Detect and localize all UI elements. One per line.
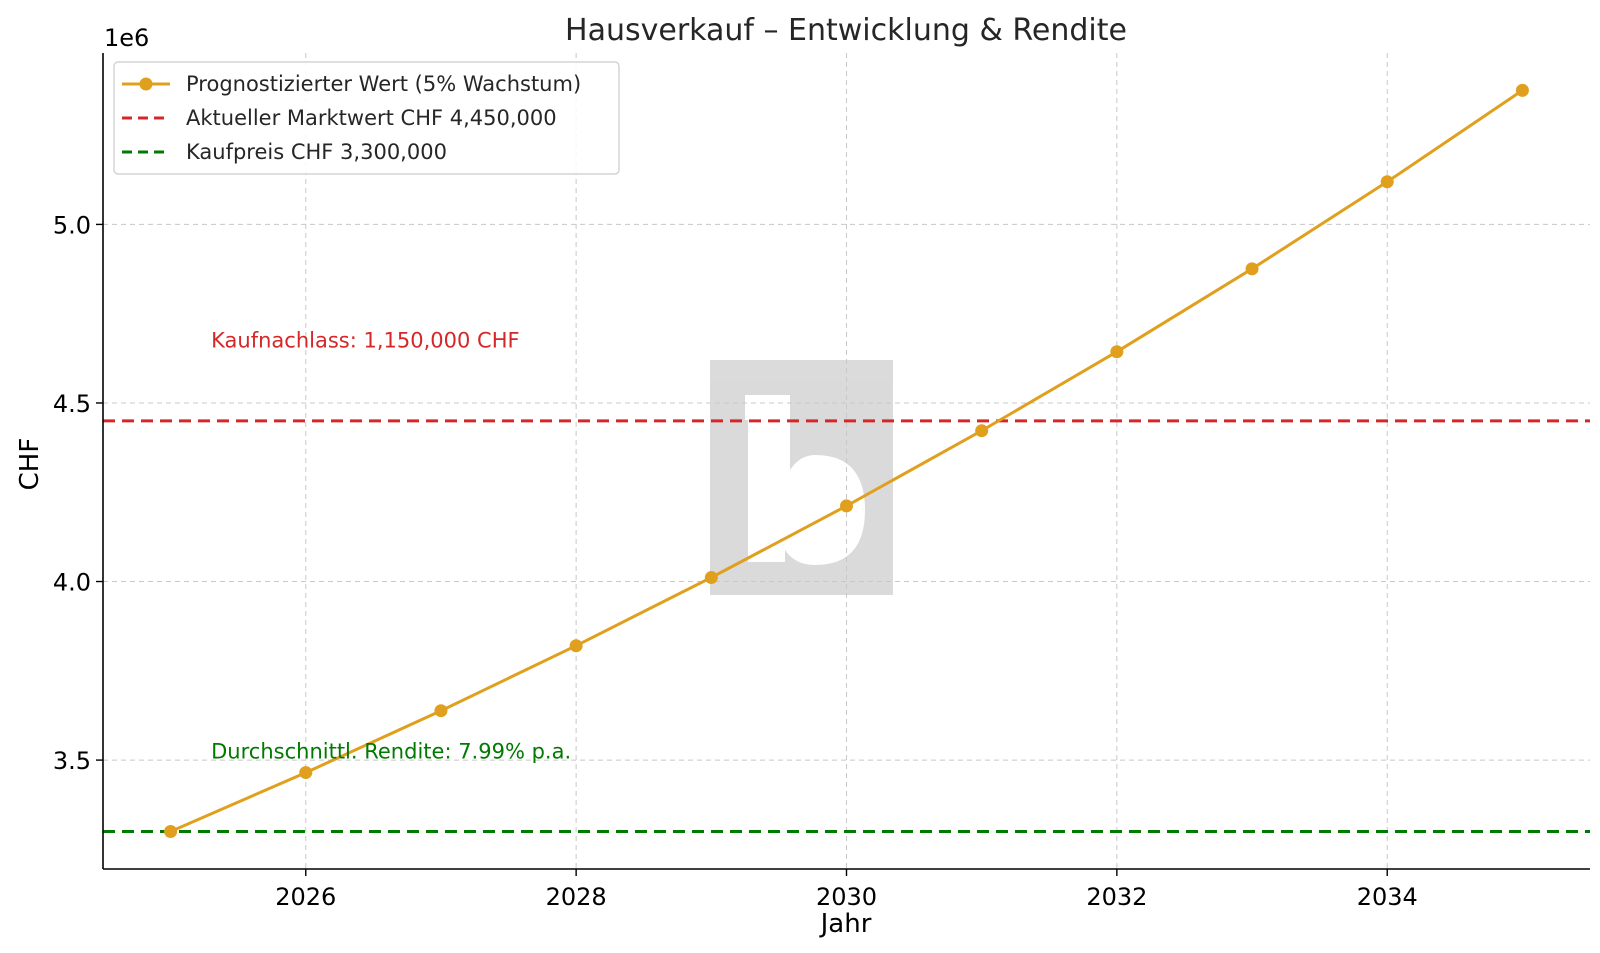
- discount-annotation: Kaufnachlass: 1,150,000 CHF: [211, 329, 519, 353]
- grid: [103, 53, 1590, 869]
- legend-marker-forecast: [139, 77, 153, 91]
- forecast-point: [569, 639, 583, 653]
- y-tick-label: 3.5: [53, 747, 91, 775]
- x-ticks: 2026 2028 2030 2032 2034: [275, 869, 1418, 911]
- reference-lines: [103, 419, 1590, 834]
- x-tick-label: 2030: [816, 883, 877, 911]
- forecast-point: [1245, 262, 1259, 276]
- y-tick-label: 4.5: [53, 390, 91, 418]
- x-tick-label: 2026: [275, 883, 336, 911]
- forecast-point: [1515, 83, 1529, 97]
- y-axis-title: CHF: [15, 438, 45, 491]
- y-ticks: 3.5 4.0 4.5 5.0: [53, 211, 103, 775]
- legend: Prognostizierter Wert (5% Wachstum) Aktu…: [113, 61, 620, 175]
- forecast-point: [975, 424, 989, 438]
- x-tick-label: 2028: [546, 883, 607, 911]
- x-axis-title: Jahr: [819, 909, 872, 939]
- annotations: Kaufnachlass: 1,150,000 CHF Durchschnittl…: [211, 329, 571, 764]
- watermark-logo: [710, 360, 893, 595]
- y-tick-label: 4.0: [53, 569, 91, 597]
- forecast-point: [434, 704, 448, 718]
- x-tick-label: 2032: [1086, 883, 1147, 911]
- forecast-point: [164, 825, 178, 839]
- y-offset-label: 1e6: [104, 24, 149, 52]
- series-layer: [164, 83, 1529, 839]
- x-tick-label: 2034: [1357, 883, 1418, 911]
- forecast-point: [1380, 175, 1394, 189]
- forecast-point: [299, 766, 313, 780]
- legend-label-market: Aktueller Marktwert CHF 4,450,000: [186, 106, 557, 130]
- y-tick-label: 5.0: [53, 211, 91, 239]
- forecast-point: [1110, 345, 1124, 359]
- forecast-point: [704, 571, 718, 585]
- legend-box: [113, 61, 620, 175]
- legend-label-purchase: Kaufpreis CHF 3,300,000: [186, 140, 447, 164]
- chart-title: Hausverkauf – Entwicklung & Rendite: [565, 13, 1127, 48]
- legend-label-forecast: Prognostizierter Wert (5% Wachstum): [186, 72, 581, 96]
- forecast-point: [840, 499, 853, 513]
- yield-annotation: Durchschnittl. Rendite: 7.99% p.a.: [211, 739, 571, 763]
